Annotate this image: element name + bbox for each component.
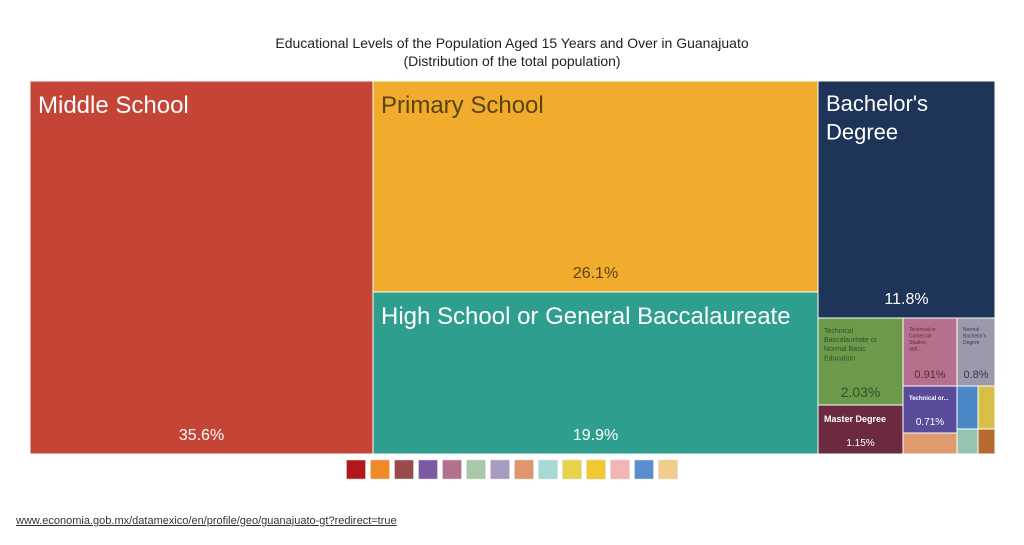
chart-subtitle: (Distribution of the total population) xyxy=(403,53,621,69)
tile-value-normal-bachelor-s-degree: 0.8% xyxy=(963,369,988,381)
legend-swatch-13[interactable] xyxy=(658,459,678,480)
tile-label-technical-or: Technical or... xyxy=(909,396,949,402)
treemap-tile-unlabeled-12[interactable] xyxy=(956,428,979,455)
tile-label-technical-baccalaureate-or-normal-basic-education: Baccalaureate or xyxy=(824,337,878,344)
treemap-tile-master-degree[interactable] xyxy=(817,404,904,455)
treemap-tile-bachelor-s-degree[interactable] xyxy=(817,80,996,319)
tile-label-technical-baccalaureate-or-normal-basic-education: Education xyxy=(824,355,855,362)
tile-label-technical-or-comercial-studies-and: Technical or xyxy=(909,327,936,333)
legend-swatch-4[interactable] xyxy=(442,459,462,480)
tile-value-high-school-or-general-baccalaureate: 19.9% xyxy=(573,427,618,444)
treemap-tile-technical-or-comercial-studies-and[interactable] xyxy=(902,317,958,387)
tile-value-technical-or-comercial-studies-and: 0.91% xyxy=(914,369,945,381)
treemap-tile-unlabeled-10[interactable] xyxy=(977,385,996,430)
tile-label-normal-bachelor-s-degree: Degree xyxy=(963,340,980,346)
legend-swatch-3[interactable] xyxy=(418,459,438,480)
source-link[interactable]: www.economia.gob.mx/datamexico/en/profil… xyxy=(16,515,397,527)
legend-swatch-8[interactable] xyxy=(538,459,558,480)
color-legend xyxy=(346,459,678,480)
treemap-tile-unlabeled-9[interactable] xyxy=(956,385,979,430)
legend-swatch-11[interactable] xyxy=(610,459,630,480)
legend-swatch-9[interactable] xyxy=(562,459,582,480)
tile-label-technical-or-comercial-studies-and: and... xyxy=(909,347,922,353)
tile-label-high-school-or-general-baccalaureate: High School or General Baccalaureate xyxy=(381,303,791,330)
treemap-tile-normal-bachelor-s-degree[interactable] xyxy=(956,317,996,387)
legend-swatch-5[interactable] xyxy=(466,459,486,480)
tile-label-bachelor-s-degree: Bachelor's xyxy=(826,91,928,116)
tile-value-middle-school: 35.6% xyxy=(179,427,224,444)
tile-label-technical-baccalaureate-or-normal-basic-education: Normal Basic xyxy=(824,346,866,353)
chart-title: Educational Levels of the Population Age… xyxy=(275,35,749,51)
tile-value-primary-school: 26.1% xyxy=(573,265,618,282)
legend-swatch-1[interactable] xyxy=(370,459,390,480)
tile-label-technical-or-comercial-studies-and: Comercial xyxy=(909,334,932,340)
legend-swatch-7[interactable] xyxy=(514,459,534,480)
tile-label-master-degree: Master Degree xyxy=(824,414,886,424)
tile-label-middle-school: Middle School xyxy=(38,92,189,119)
tile-value-bachelor-s-degree: 11.8% xyxy=(884,291,928,308)
tile-value-technical-or: 0.71% xyxy=(916,417,944,428)
tile-label-bachelor-s-degree: Degree xyxy=(826,120,898,145)
legend-swatch-0[interactable] xyxy=(346,459,366,480)
tile-label-normal-bachelor-s-degree: Bachelor's xyxy=(963,334,987,340)
legend-swatch-10[interactable] xyxy=(586,459,606,480)
legend-swatch-2[interactable] xyxy=(394,459,414,480)
tile-value-technical-baccalaureate-or-normal-basic-education: 2.03% xyxy=(841,384,881,400)
legend-swatch-12[interactable] xyxy=(634,459,654,480)
tile-label-primary-school: Primary School xyxy=(381,92,544,119)
tile-label-normal-bachelor-s-degree: Normal xyxy=(963,327,979,333)
treemap-tile-unlabeled-11[interactable] xyxy=(902,432,958,455)
tile-label-technical-or-comercial-studies-and: Studies, xyxy=(909,340,927,346)
treemap-tile-unlabeled-13[interactable] xyxy=(977,428,996,455)
tile-label-technical-baccalaureate-or-normal-basic-education: Technical xyxy=(824,328,854,335)
treemap-tile-middle-school[interactable] xyxy=(29,80,374,455)
treemap-tile-high-school-or-general-baccalaureate[interactable] xyxy=(372,291,819,455)
legend-swatch-6[interactable] xyxy=(490,459,510,480)
tile-value-master-degree: 1.15% xyxy=(846,438,874,449)
treemap-tile-primary-school[interactable] xyxy=(372,80,819,293)
